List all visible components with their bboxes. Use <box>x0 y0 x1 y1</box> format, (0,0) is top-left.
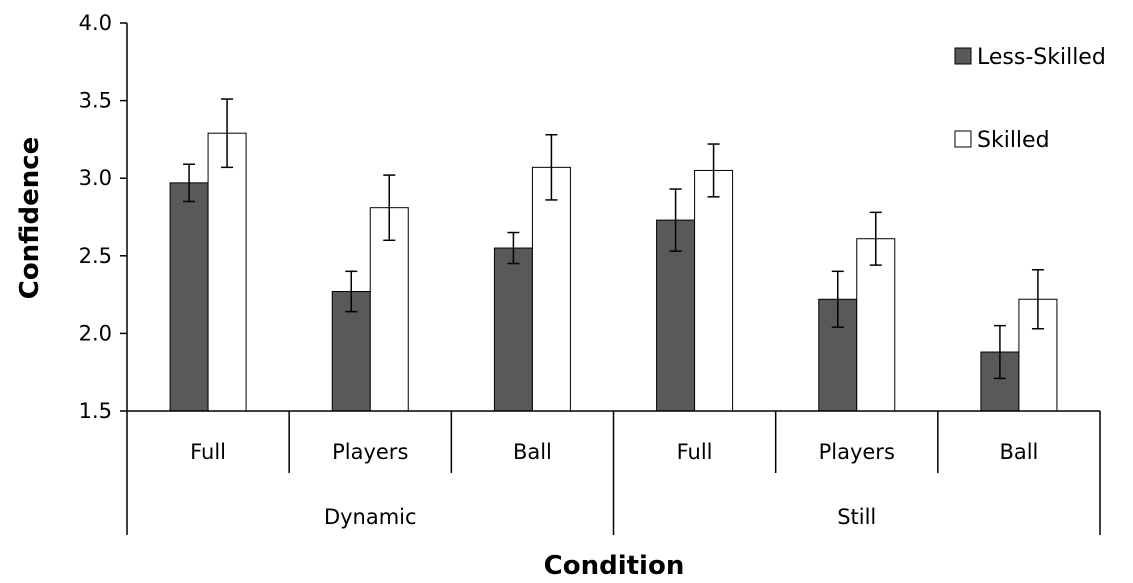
bars-layer <box>169 132 1058 412</box>
y-tick-label: 2.5 <box>79 244 112 268</box>
legend-swatch-less-skilled <box>954 47 972 65</box>
x-group-label: Still <box>837 505 876 529</box>
y-tick-label: 3.0 <box>79 166 112 190</box>
error-bar-less-skilled-3 <box>669 188 682 252</box>
legend-swatch-skilled <box>954 130 972 148</box>
y-tick-label: 2.0 <box>79 321 112 345</box>
legend-label-less-skilled: Less-Skilled <box>977 45 1106 70</box>
x-category-label: Full <box>677 440 713 464</box>
x-category-labels: Full Players Ball Full Players Ball <box>190 440 1038 464</box>
error-bar-less-skilled-1 <box>345 270 358 313</box>
legend: Less-Skilled Skilled <box>954 45 1106 153</box>
error-bar-skilled-0 <box>221 98 234 169</box>
bar-skilled-1 <box>369 207 409 412</box>
x-category-label: Full <box>190 440 226 464</box>
error-bars-layer <box>183 98 1044 380</box>
bar-skilled-2 <box>531 166 571 412</box>
y-tick-label: 1.5 <box>79 399 112 423</box>
bar-skilled-0 <box>207 132 247 412</box>
x-group-labels: Dynamic Still <box>324 505 876 529</box>
error-bar-skilled-3 <box>707 143 720 198</box>
bar-less-skilled-0 <box>169 182 209 412</box>
x-category-label: Players <box>819 440 895 464</box>
y-tick-labels: 1.5 2.0 2.5 3.0 3.5 4.0 <box>79 11 112 423</box>
bar-less-skilled-2 <box>493 247 533 412</box>
y-axis-title: Confidence <box>15 137 45 300</box>
y-tick-label: 4.0 <box>79 11 112 35</box>
error-bar-less-skilled-0 <box>183 163 196 203</box>
error-bar-less-skilled-5 <box>993 324 1006 380</box>
x-group-label: Dynamic <box>324 505 417 529</box>
error-bar-skilled-2 <box>545 133 558 201</box>
legend-label-skilled: Skilled <box>977 128 1050 153</box>
y-tick-label: 3.5 <box>79 89 112 113</box>
error-bar-skilled-4 <box>869 211 882 266</box>
error-bar-skilled-1 <box>383 174 396 242</box>
x-category-label: Ball <box>513 440 552 464</box>
x-category-label: Ball <box>999 440 1038 464</box>
x-axis-title: Condition <box>544 551 685 581</box>
error-bar-less-skilled-2 <box>507 231 520 265</box>
error-bar-skilled-5 <box>1031 269 1044 330</box>
x-category-label: Players <box>332 440 408 464</box>
axes-layer <box>120 22 1101 535</box>
error-bar-less-skilled-4 <box>831 270 844 328</box>
bar-skilled-3 <box>694 169 734 412</box>
